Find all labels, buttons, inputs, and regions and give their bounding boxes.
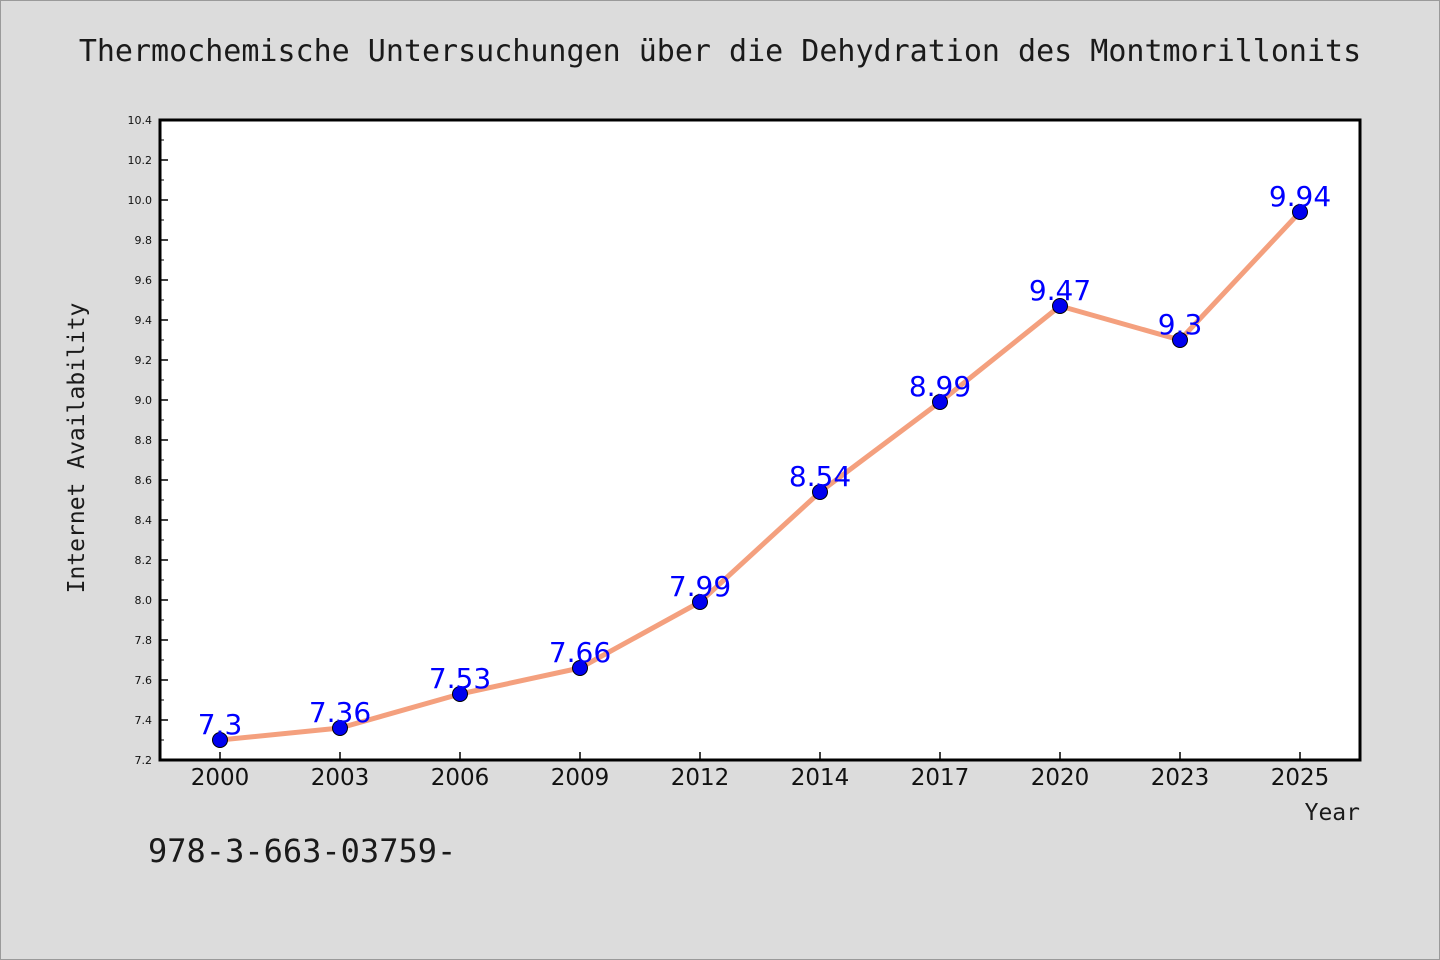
x-tick-label: 2012 [671,765,730,791]
isbn-caption: 978-3-663-03759- [148,832,457,870]
y-tick-label: 9.6 [135,274,153,287]
x-tick-label: 2017 [911,765,970,791]
data-point [812,484,828,500]
x-axis: 2000 2003 2006 2009 2012 2014 2017 2020 2023 2025 [191,752,1330,791]
x-tick-label: 2014 [791,765,850,791]
x-tick-label: 2020 [1031,765,1090,791]
y-tick-label: 7.2 [135,754,153,767]
data-label: 9.94 [1269,180,1331,213]
x-tick-label: 2000 [191,765,250,791]
data-point [452,686,468,702]
y-tick-label: 8.2 [135,554,153,567]
y-tick-label: 9.8 [135,234,153,247]
y-tick-label: 9.0 [135,394,153,407]
y-tick-label: 10.2 [128,154,153,167]
x-tick-label: 2023 [1151,765,1210,791]
data-label: 9.47 [1029,274,1091,307]
series-line [219,210,1302,743]
x-tick-label: 2006 [431,765,490,791]
y-tick-label: 7.6 [135,674,153,687]
data-point [1052,298,1068,314]
data-point [1172,332,1188,348]
y-tick-label: 9.4 [135,314,153,327]
data-label: 8.54 [789,460,851,493]
data-label: 7.66 [549,636,611,669]
data-point [1292,204,1308,220]
data-label: 7.53 [429,662,491,695]
series-markers [212,204,1308,748]
y-axis-label: Internet Availability [64,303,90,594]
x-tick-label: 2003 [311,765,370,791]
plot-area [158,118,1362,762]
y-tick-label: 10.0 [128,194,153,207]
y-tick-label: 8.6 [135,474,153,487]
y-axis: 7.2 7.4 7.6 7.8 8.0 8.2 8.4 8.6 8.8 9.0 9.2 9.4 9.6 9… [128,114,168,767]
y-tick-label: 9.2 [135,354,153,367]
data-label: 8.99 [909,370,971,403]
chart-title: Thermochemische Untersuchungen über die … [78,34,1362,69]
data-labels: 7.3 7.36 7.53 7.66 7.99 8.54 8.99 9.47 9.3 9.94 [198,180,1331,741]
data-point [572,660,588,676]
x-tick-label: 2009 [551,765,610,791]
data-point [932,394,948,410]
data-point [692,594,708,610]
data-label: 7.3 [198,708,243,741]
x-tick-label: 2025 [1271,765,1330,791]
y-tick-label: 8.8 [135,434,153,447]
y-tick-label: 8.0 [135,594,153,607]
x-axis-label: Year [1305,800,1360,826]
y-tick-label: 10.4 [128,114,153,127]
data-label: 7.99 [669,570,731,603]
data-point [332,720,348,736]
data-label: 9.3 [1158,308,1203,341]
y-tick-label: 8.4 [135,514,153,527]
y-tick-label: 7.4 [135,714,153,727]
data-label: 7.36 [309,696,371,729]
y-tick-label: 7.8 [135,634,153,647]
data-point [212,732,228,748]
